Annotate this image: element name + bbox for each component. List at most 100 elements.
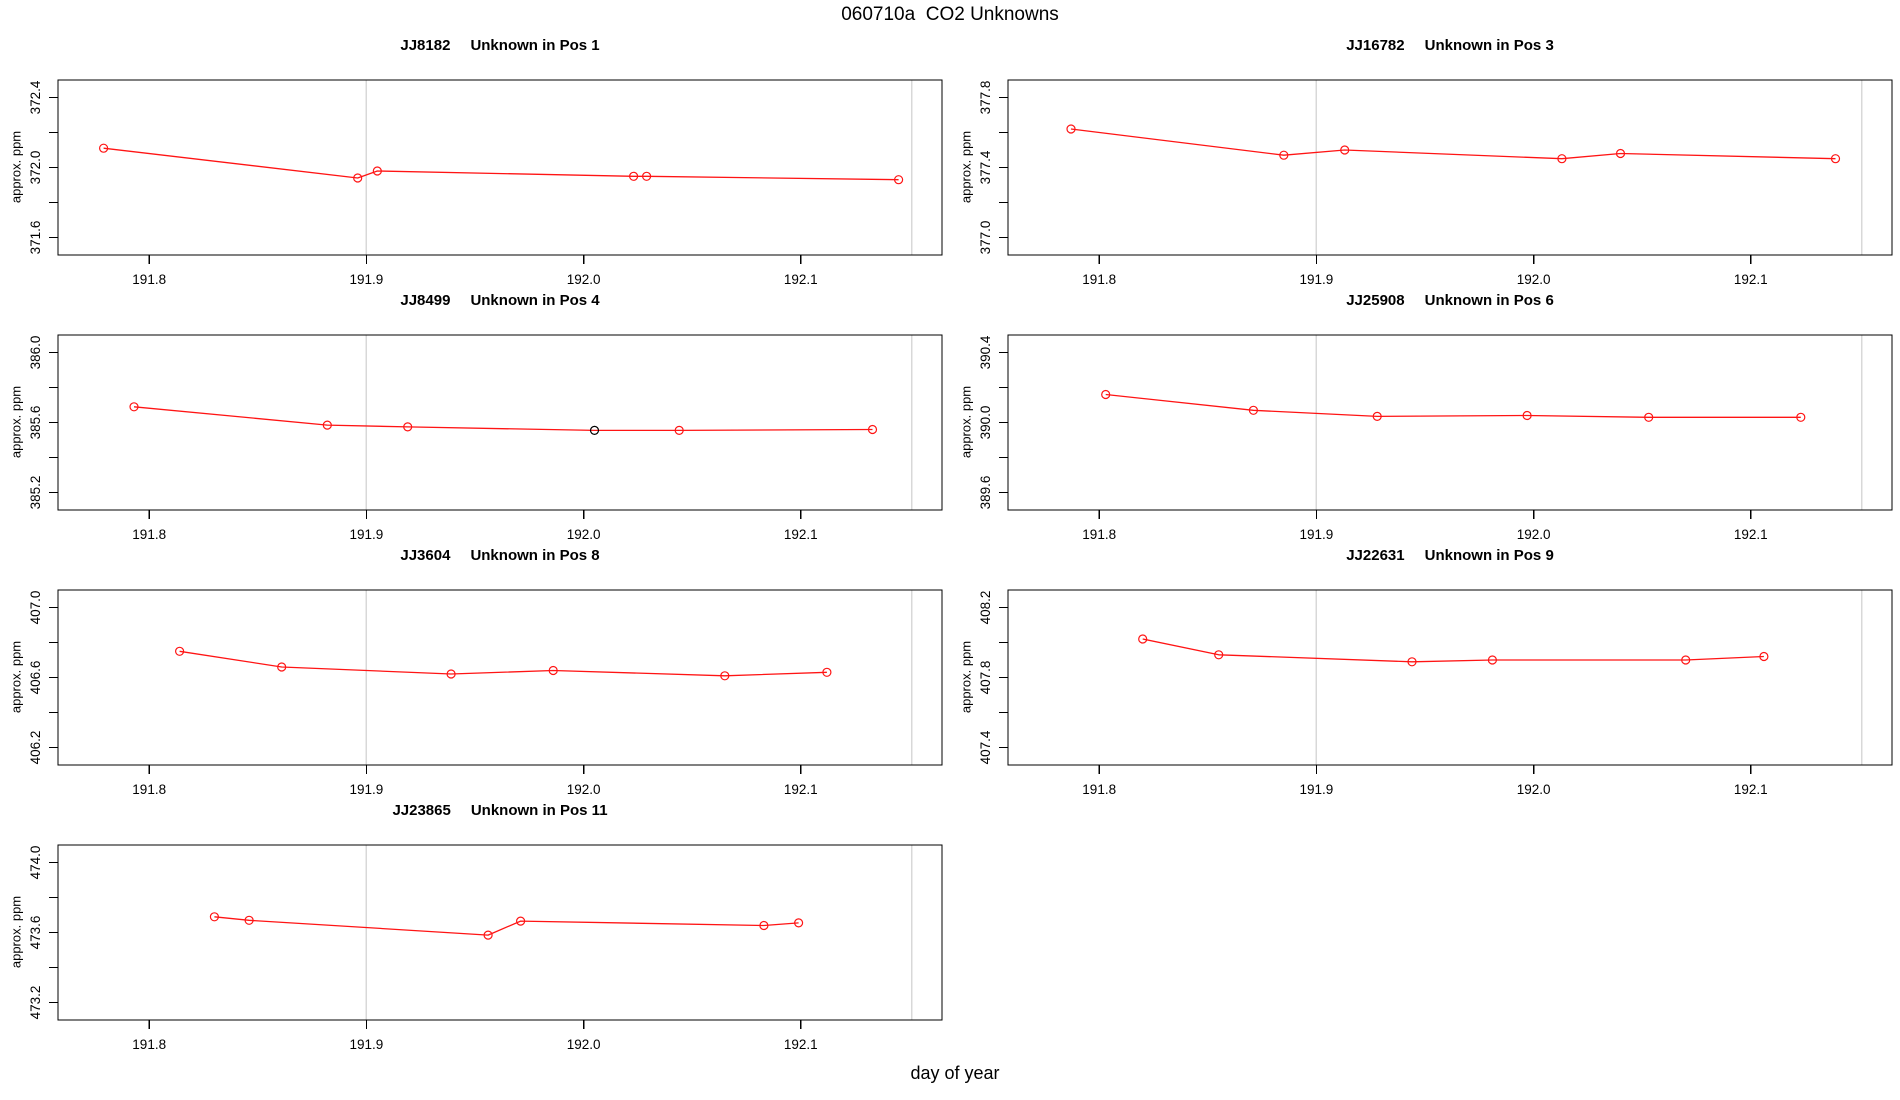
x-tick-label: 192.0 <box>567 782 601 795</box>
x-tick-label: 192.1 <box>784 1037 818 1050</box>
data-point <box>129 402 139 412</box>
x-tick-label: 192.1 <box>784 527 818 540</box>
x-tick-label: 191.8 <box>1082 782 1116 795</box>
subplot-title: JJ25908 Unknown in Pos 6 <box>1008 292 1892 309</box>
x-tick-label: 191.8 <box>132 272 166 285</box>
x-tick-label: 191.9 <box>350 272 384 285</box>
x-tick-label: 192.1 <box>784 272 818 285</box>
data-point <box>641 171 652 181</box>
subplot-title-text: Unknown in Pos 9 <box>1424 547 1554 564</box>
data-point <box>175 646 185 656</box>
subplot-title: JJ22631 Unknown in Pos 9 <box>1008 547 1892 564</box>
sample-id: JJ16782 <box>1346 37 1405 54</box>
plot-box <box>57 334 943 511</box>
data-point <box>1522 410 1532 421</box>
data-point <box>515 916 526 926</box>
plot-box <box>1007 334 1893 511</box>
plot-area: 191.8 191.9 192.0 192.1 385.2 385.6 386.0 <box>28 334 943 540</box>
data-line <box>1070 128 1836 160</box>
data-point <box>1279 150 1289 160</box>
data-point <box>1138 634 1148 644</box>
subplot-title: JJ16782 Unknown in Pos 3 <box>1008 37 1892 54</box>
x-tick-label: 191.8 <box>132 527 166 540</box>
x-tick-label: 191.8 <box>1082 527 1116 540</box>
x-tick-label: 191.9 <box>1300 527 1334 540</box>
x-tick-label: 192.1 <box>1734 272 1768 285</box>
subplot-title-text: Unknown in Pos 8 <box>470 547 600 564</box>
y-tick-label: 372.0 <box>28 151 43 185</box>
data-point <box>1248 405 1258 415</box>
data-point <box>548 665 558 676</box>
data-point <box>1214 650 1224 660</box>
subplot-title: JJ8182 Unknown in Pos 1 <box>58 37 942 54</box>
y-tick-label: 372.4 <box>28 80 43 114</box>
x-tick-label: 192.0 <box>567 272 601 285</box>
data-point <box>446 669 456 679</box>
x-tick-label: 191.9 <box>1300 272 1334 285</box>
subplot-title-text: Unknown in Pos 11 <box>470 802 608 819</box>
data-point <box>322 420 332 430</box>
y-tick-label: 386.0 <box>28 336 43 370</box>
data-point-black <box>589 425 600 435</box>
data-point <box>1557 154 1567 164</box>
y-tick-label: 407.8 <box>978 661 993 695</box>
y-tick-label: 473.2 <box>28 986 43 1020</box>
plot-box <box>1007 589 1893 766</box>
y-tick-label: 406.2 <box>28 731 43 765</box>
data-point <box>793 918 804 928</box>
x-tick-label: 192.0 <box>1517 272 1551 285</box>
data-point <box>1066 124 1076 134</box>
y-tick-label: 385.6 <box>28 406 43 440</box>
x-tick-label: 192.0 <box>567 527 601 540</box>
subplot-jj16782-pos3: JJ16782 Unknown in Pos 3 approx. ppm 191.… <box>950 30 1900 285</box>
y-tick-label: 377.0 <box>978 221 993 255</box>
x-tick-label: 191.8 <box>132 1037 166 1050</box>
x-tick-label: 191.9 <box>1300 782 1334 795</box>
data-line <box>179 650 827 677</box>
x-tick-label: 191.9 <box>350 1037 384 1050</box>
y-tick-label: 407.4 <box>978 730 993 764</box>
x-tick-label: 192.0 <box>1517 527 1551 540</box>
y-tick-label: 474.0 <box>28 846 43 880</box>
y-tick-label: 390.4 <box>978 335 993 369</box>
subplot-jj3604-pos8: JJ3604 Unknown in Pos 8 approx. ppm 191.8… <box>0 540 950 795</box>
data-point <box>867 424 878 435</box>
y-tick-label: 371.6 <box>28 221 43 255</box>
data-point <box>277 662 287 672</box>
x-tick-label: 192.1 <box>1734 527 1768 540</box>
data-point <box>1101 389 1111 400</box>
subplot-title: JJ23865 Unknown in Pos 11 <box>58 802 942 819</box>
sample-id: JJ22631 <box>1346 547 1405 564</box>
data-point <box>98 143 109 153</box>
data-point <box>1407 657 1417 667</box>
subplot-title-text: Unknown in Pos 4 <box>470 292 600 309</box>
x-tick-label: 192.1 <box>784 782 818 795</box>
data-point <box>372 166 382 176</box>
subplot-grid: JJ8182 Unknown in Pos 1 approx. ppm 191.8… <box>0 30 1900 1050</box>
plot-area: 191.8 191.9 192.0 192.1 371.6 372.0 372.4 <box>28 79 943 285</box>
data-line <box>103 147 899 181</box>
y-tick-label: 385.2 <box>28 476 43 510</box>
x-tick-label: 191.9 <box>350 782 384 795</box>
data-point <box>1759 651 1769 662</box>
x-tick-label: 191.8 <box>1082 272 1116 285</box>
subplot-jj8182-pos1: JJ8182 Unknown in Pos 1 approx. ppm 191.8… <box>0 30 950 285</box>
data-point <box>209 912 219 922</box>
data-point <box>1340 145 1350 155</box>
plot-box <box>57 79 943 256</box>
data-point <box>628 171 639 181</box>
sample-id: JJ23865 <box>392 802 451 819</box>
data-point <box>674 425 684 435</box>
plot-area: 191.8 191.9 192.0 192.1 406.2 406.6 407.0 <box>28 589 943 795</box>
plot-area: 191.8 191.9 192.0 192.1 473.2 473.6 474.0 <box>28 844 943 1050</box>
data-point <box>822 667 832 677</box>
data-line <box>133 406 873 432</box>
y-tick-label: 390.0 <box>978 406 993 440</box>
y-tick-label: 407.0 <box>28 591 43 625</box>
data-point <box>1681 655 1691 665</box>
data-point <box>1796 412 1806 422</box>
sample-id: JJ8182 <box>400 37 451 54</box>
x-tick-label: 191.8 <box>132 782 166 795</box>
subplot-title-text: Unknown in Pos 3 <box>1424 37 1554 54</box>
